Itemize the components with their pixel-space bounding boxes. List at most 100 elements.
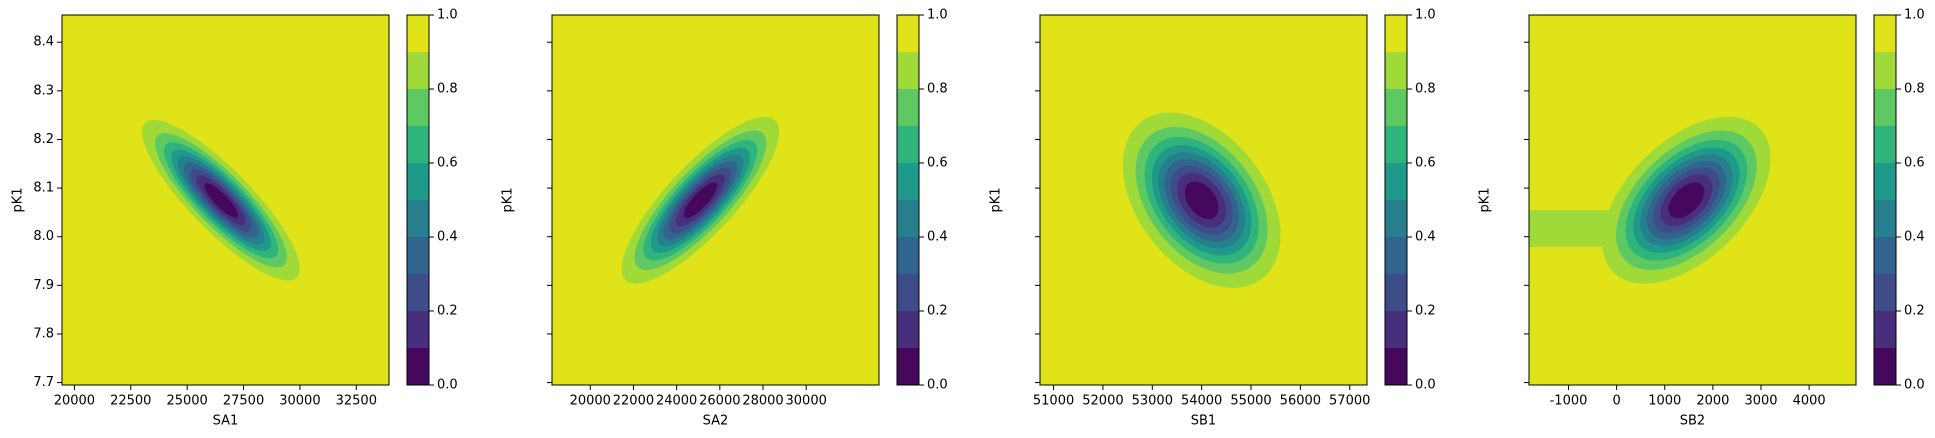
y-tick-label: 7.9 (33, 278, 54, 293)
colorbar-segment (407, 348, 429, 385)
colorbar-segment (407, 15, 429, 52)
axes-frame (1528, 14, 1857, 386)
colorbar-tick-label: 0.4 (1904, 230, 1925, 245)
x-tick-label: 24000 (656, 394, 697, 409)
x-tick-label: 2000 (1696, 394, 1729, 409)
colorbar-segment (407, 52, 429, 89)
colorbar-segment (897, 237, 919, 274)
y-tick-label: 7.7 (33, 375, 54, 390)
colorbar-tick-label: 0.4 (927, 230, 948, 245)
colorbar-segment (1874, 15, 1896, 52)
colorbar-segment (1385, 163, 1407, 200)
plot-area (1040, 15, 1367, 385)
colorbar-frame (1873, 14, 1897, 386)
x-tick-label: 52000 (1082, 394, 1123, 409)
colorbar-segment (1385, 348, 1407, 385)
x-tick-label: 4000 (1793, 394, 1826, 409)
x-tick-label: 53000 (1132, 394, 1173, 409)
colorbar-tick-label: 0.2 (437, 304, 458, 319)
plot-area (552, 15, 879, 385)
colorbar-tick-label: 0.2 (1904, 304, 1925, 319)
axes-frame (1039, 14, 1368, 386)
x-tick-label: 0 (1612, 394, 1620, 409)
x-tick-label: 22500 (110, 394, 151, 409)
colorbar-tick-label: 0.8 (437, 82, 458, 97)
x-axis-label: SB1 (1191, 414, 1216, 429)
colorbar-tick-label: 1.0 (1904, 8, 1925, 23)
x-tick-label: 22000 (613, 394, 654, 409)
axes-frame (61, 14, 390, 386)
colorbar-segment (1385, 126, 1407, 163)
contour-region (1184, 181, 1219, 219)
y-tick-label: 8.3 (33, 83, 54, 98)
contour-region (1668, 182, 1705, 219)
x-tick-label: 20000 (570, 394, 611, 409)
y-axis-label: pK1 (1478, 187, 1493, 212)
colorbar-segment (1874, 274, 1896, 311)
x-tick-label: 55000 (1230, 394, 1271, 409)
colorbar-segment (1874, 348, 1896, 385)
x-axis-label: SA2 (703, 414, 729, 429)
x-tick-label: 20000 (54, 394, 95, 409)
x-tick-label: 26000 (699, 394, 740, 409)
x-tick-label: -1000 (1550, 394, 1588, 409)
colorbar-tick-label: 0.2 (1415, 304, 1436, 319)
y-tick-label: 8.1 (33, 181, 54, 196)
y-axis-label: pK1 (11, 187, 26, 212)
colorbar-segment (897, 200, 919, 237)
colorbar-tick-label: 0.6 (437, 156, 458, 171)
colorbar-tick-label: 0.2 (927, 304, 948, 319)
plot-area (1529, 15, 1856, 385)
x-tick-label: 30000 (786, 394, 827, 409)
x-axis-label: SA1 (213, 414, 239, 429)
colorbar-segment (897, 274, 919, 311)
colorbar-segment (1874, 89, 1896, 126)
colorbar-segment (1874, 200, 1896, 237)
y-tick-label: 8.0 (33, 229, 54, 244)
colorbar-segment (897, 163, 919, 200)
colorbar-tick-label: 0.0 (927, 378, 948, 393)
y-axis-label: pK1 (501, 187, 516, 212)
colorbar-segment (1874, 311, 1896, 348)
colorbar-segment (1874, 163, 1896, 200)
colorbar-segment (897, 15, 919, 52)
contour-band (1529, 209, 1617, 247)
plot-area (62, 15, 389, 385)
x-tick-label: 30000 (279, 394, 320, 409)
colorbar-tick-label: 0.0 (437, 378, 458, 393)
colorbar-segment (897, 311, 919, 348)
colorbar-frame (896, 14, 920, 386)
x-tick-label: 32500 (336, 394, 377, 409)
colorbar-segment (1385, 52, 1407, 89)
x-tick-label: 25000 (166, 394, 207, 409)
y-tick-label: 8.2 (33, 132, 54, 147)
colorbar-segment (897, 126, 919, 163)
colorbar-segment (1385, 311, 1407, 348)
colorbar-segment (407, 126, 429, 163)
x-tick-label: 28000 (742, 394, 783, 409)
colorbar-segment (1385, 237, 1407, 274)
x-tick-label: 3000 (1744, 394, 1777, 409)
colorbar-tick-label: 1.0 (1415, 8, 1436, 23)
x-tick-label: 51000 (1033, 394, 1074, 409)
x-axis-label: SB2 (1680, 414, 1705, 429)
colorbar-segment (407, 311, 429, 348)
colorbar-segment (407, 274, 429, 311)
colorbar-segment (1874, 126, 1896, 163)
colorbar-segment (897, 89, 919, 126)
colorbar-tick-label: 0.6 (1415, 156, 1436, 171)
contour-region (683, 182, 718, 219)
colorbar-tick-label: 1.0 (437, 8, 458, 23)
colorbar-frame (406, 14, 430, 386)
x-tick-label: 1000 (1648, 394, 1681, 409)
y-tick-label: 8.4 (33, 35, 54, 50)
y-axis-label: pK1 (989, 187, 1004, 212)
x-tick-label: 57000 (1329, 394, 1370, 409)
colorbar-segment (1385, 89, 1407, 126)
colorbar-tick-label: 0.6 (1904, 156, 1925, 171)
colorbar-segment (1874, 52, 1896, 89)
colorbar-segment (897, 348, 919, 385)
colorbar-segment (407, 200, 429, 237)
colorbar-tick-label: 0.8 (927, 82, 948, 97)
colorbar-segment (1874, 237, 1896, 274)
